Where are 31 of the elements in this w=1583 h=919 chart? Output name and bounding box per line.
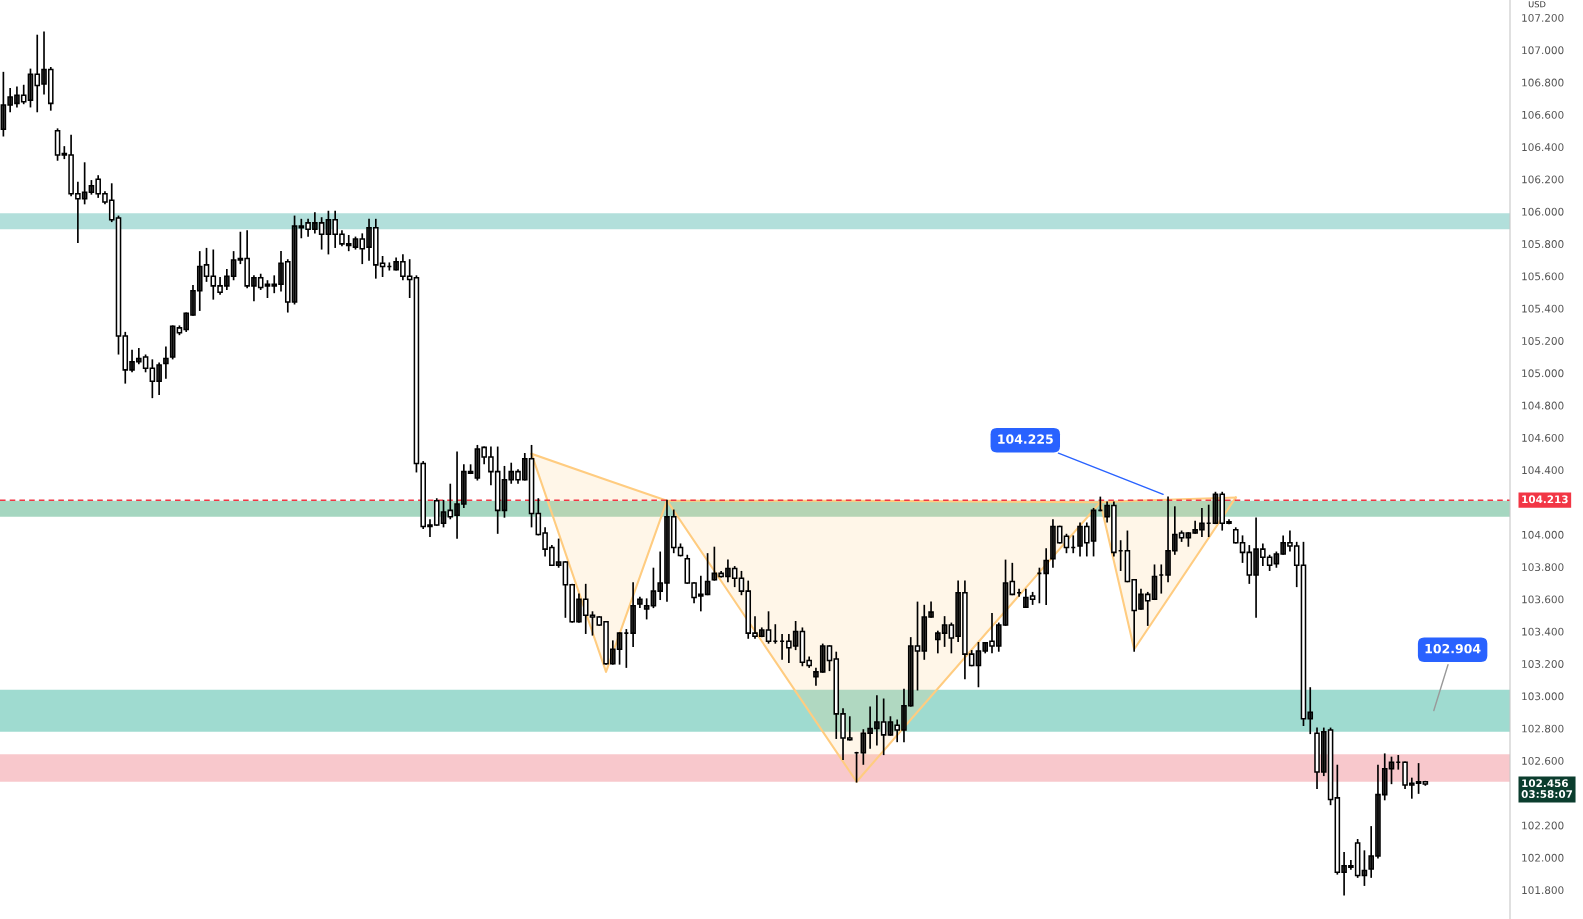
- annotation: 102.904: [1425, 643, 1481, 654]
- y-tick-label: 105.400: [1522, 304, 1564, 313]
- text: 102.456 03:58:07: [1521, 779, 1573, 798]
- y-tick-label: 104.600: [1522, 433, 1564, 442]
- y-tick-label: 103.200: [1522, 660, 1564, 668]
- text: USD: [1528, 1, 1546, 8]
- y-tick-label: 106.200: [1522, 175, 1564, 184]
- y-tick-label: 104.800: [1522, 401, 1564, 410]
- y-tick-label: 105.200: [1522, 337, 1564, 345]
- y-tick-label: 105.600: [1522, 272, 1564, 281]
- y-tick-label: 104.400: [1522, 466, 1564, 475]
- y-tick-label: 105.000: [1522, 369, 1564, 378]
- y-tick-label: 107.200: [1522, 13, 1564, 22]
- y-tick-label: 103.800: [1522, 563, 1564, 572]
- y-tick-label: 107.000: [1522, 46, 1564, 55]
- y-tick-label: 102.600: [1522, 756, 1564, 765]
- ref-line-label: 104.213: [1522, 495, 1568, 504]
- y-tick-label: 103.600: [1522, 595, 1564, 604]
- y-tick-label: 105.800: [1522, 240, 1564, 248]
- y-tick-label: 102.800: [1522, 724, 1564, 733]
- y-tick-label: 104.000: [1522, 530, 1564, 539]
- y-tick-label: 102.200: [1522, 821, 1564, 830]
- y-tick-label: 106.800: [1522, 78, 1564, 87]
- y-tick-label: 106.600: [1522, 110, 1564, 119]
- y-tick-label: 102.000: [1522, 853, 1564, 862]
- y-tick-label: 103.400: [1522, 627, 1564, 636]
- y-tick-label: 106.000: [1522, 207, 1564, 216]
- annotation: 104.225: [998, 434, 1053, 444]
- y-tick-label: 103.000: [1522, 692, 1564, 701]
- y-tick-label: 106.400: [1522, 143, 1564, 152]
- y-tick-label: 101.800: [1522, 886, 1564, 895]
